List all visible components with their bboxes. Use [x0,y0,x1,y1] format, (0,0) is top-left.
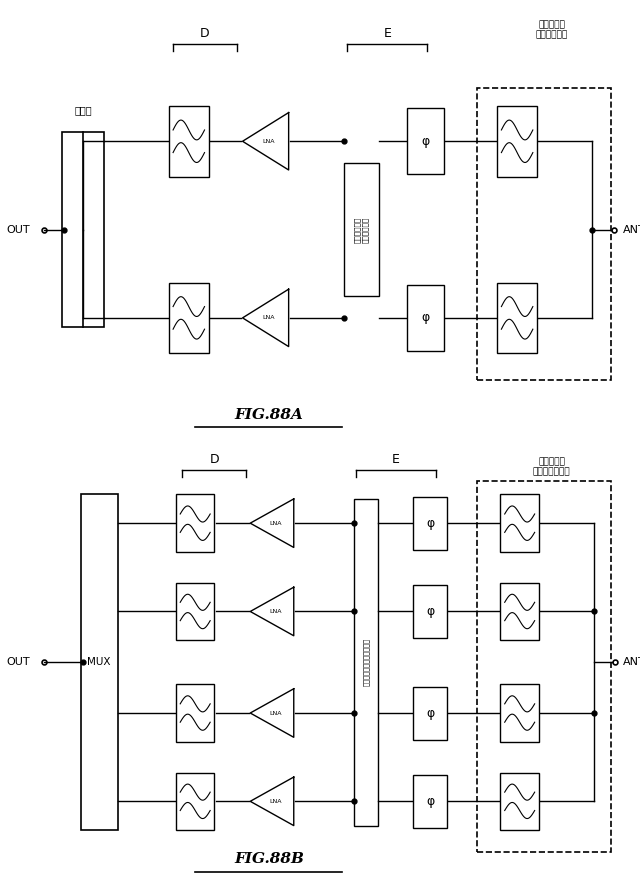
Text: φ: φ [426,517,434,530]
Text: MUX: MUX [88,657,111,668]
FancyBboxPatch shape [500,583,539,640]
Text: LNA: LNA [269,609,282,614]
Text: E: E [383,26,391,40]
FancyBboxPatch shape [354,499,378,826]
Text: フィルタ／
ダイプレクサ: フィルタ／ ダイプレクサ [536,19,568,39]
Text: φ: φ [426,795,434,808]
FancyBboxPatch shape [176,684,214,742]
Text: E: E [392,453,399,465]
FancyBboxPatch shape [81,494,118,830]
FancyBboxPatch shape [413,687,447,739]
Text: ANT: ANT [623,657,640,668]
Text: スイッチングネットワーク: スイッチングネットワーク [363,638,369,686]
FancyBboxPatch shape [413,496,447,549]
Text: スイッチング
ネットワーク: スイッチング ネットワーク [355,216,369,243]
FancyBboxPatch shape [500,684,539,742]
Text: D: D [209,453,220,465]
Text: φ: φ [422,312,429,324]
FancyBboxPatch shape [477,481,611,852]
FancyBboxPatch shape [344,163,380,296]
FancyBboxPatch shape [413,775,447,828]
FancyBboxPatch shape [176,773,214,830]
Text: LNA: LNA [269,711,282,715]
FancyBboxPatch shape [169,283,209,353]
FancyBboxPatch shape [176,494,214,552]
FancyBboxPatch shape [500,494,539,552]
Text: FIG.88B: FIG.88B [234,852,304,866]
FancyBboxPatch shape [176,583,214,640]
Text: LNA: LNA [262,315,275,321]
Text: φ: φ [426,706,434,720]
Text: FIG.88A: FIG.88A [234,408,303,421]
FancyBboxPatch shape [497,283,538,353]
FancyBboxPatch shape [63,132,104,327]
Text: LNA: LNA [262,139,275,144]
FancyBboxPatch shape [169,106,209,177]
Text: LNA: LNA [269,799,282,804]
Text: 結合器: 結合器 [74,105,92,115]
Text: ANT: ANT [623,224,640,235]
FancyBboxPatch shape [413,585,447,638]
FancyBboxPatch shape [407,284,444,351]
Text: OUT: OUT [6,224,30,235]
Text: LNA: LNA [269,521,282,525]
Text: φ: φ [422,135,429,147]
FancyBboxPatch shape [497,106,538,177]
FancyBboxPatch shape [500,773,539,830]
Text: D: D [200,26,210,40]
FancyBboxPatch shape [407,108,444,174]
Text: OUT: OUT [6,657,30,668]
Text: フィルタ／
マルチプレクサ: フィルタ／ マルチプレクサ [533,457,570,476]
Text: φ: φ [426,605,434,618]
FancyBboxPatch shape [477,88,611,380]
